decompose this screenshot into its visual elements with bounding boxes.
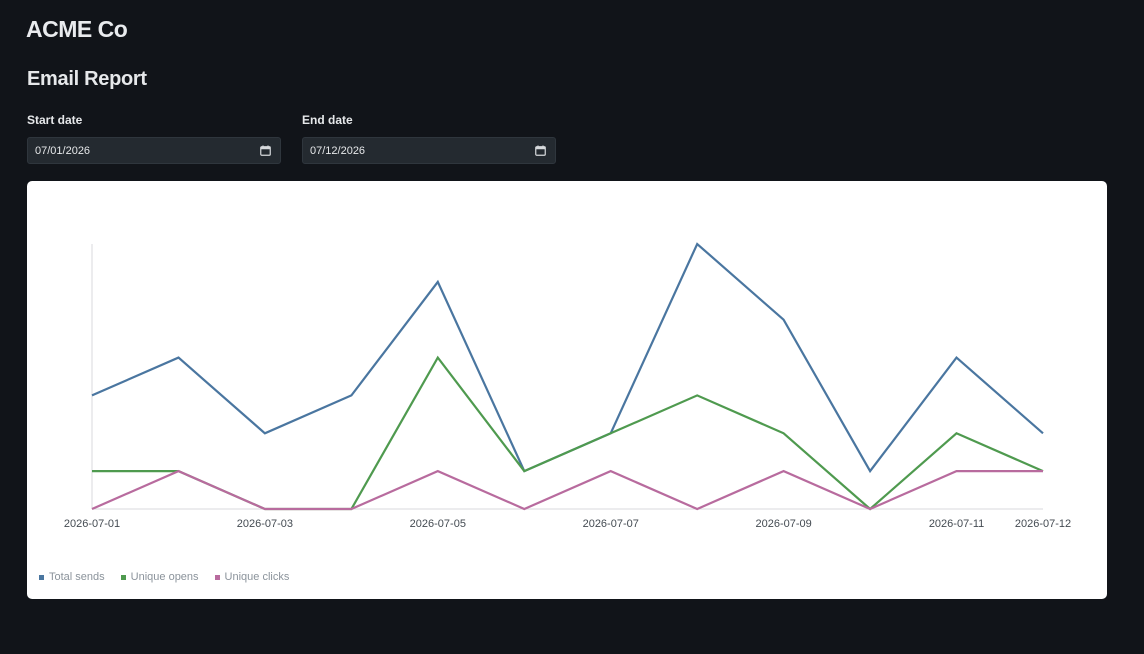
legend-label: Total sends [49,571,105,583]
chart-legend: Total sends Unique opens Unique clicks [39,571,289,583]
start-date-input[interactable]: 07/01/2026 [27,137,281,164]
start-date-field: Start date 07/01/2026 [27,113,281,164]
legend-item-total-sends[interactable]: Total sends [39,571,105,583]
x-tick-label: 2026-07-01 [64,518,120,530]
x-tick-label: 2026-07-07 [583,518,639,530]
brand-logo: ACME Co [26,16,128,42]
legend-item-unique-clicks[interactable]: Unique clicks [214,571,290,583]
legend-swatch [39,574,44,580]
end-date-value: 07/12/2026 [310,144,366,157]
legend-swatch [214,574,220,580]
end-date-label: End date [302,113,353,127]
x-tick-label: 2026-07-12 [1015,518,1071,530]
calendar-icon[interactable] [260,145,271,156]
x-tick-label: 2026-07-03 [237,518,293,530]
series-line-unique-opens [92,355,1044,511]
x-tick-label: 2026-07-05 [410,518,466,530]
start-date-label: Start date [27,113,83,127]
calendar-icon[interactable] [535,145,546,156]
legend-swatch [120,574,126,580]
end-date-field: End date 07/12/2026 [302,113,556,164]
series-line-total-sends [91,242,1044,474]
legend-label: Unique opens [130,571,199,583]
x-tick-label: 2026-07-11 [929,518,984,530]
x-tick-label: 2026-07-09 [755,518,811,530]
series-line-unique-clicks [91,469,1043,511]
legend-label: Unique clicks [224,571,290,583]
line-chart: 2026-07-01 2026-07-03 2026-07-05 2026-07-07… [64,242,1071,530]
end-date-input[interactable]: 07/12/2026 [302,137,556,164]
start-date-value: 07/01/2026 [35,144,91,157]
page-title: Email Report [27,68,147,90]
legend-item-unique-opens[interactable]: Unique opens [120,571,199,583]
email-report-chart: 2026-07-01 2026-07-03 2026-07-05 2026-07-07… [27,181,1107,599]
